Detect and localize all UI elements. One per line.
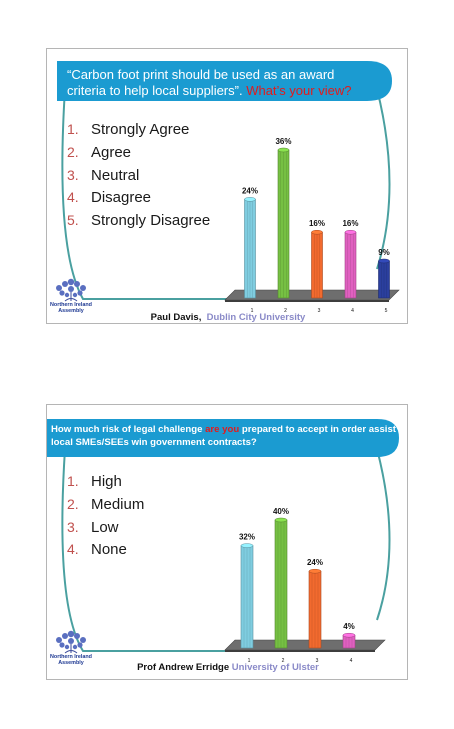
bar-cap [344,229,357,235]
option-label: Disagree [91,189,152,207]
tick-label-2: 2 [284,308,287,314]
logo-text-line2: Assembly [58,660,84,666]
option-1: 1. Strongly Agree [67,121,210,144]
data-label-3: 16% [309,219,325,228]
question-highlight: What’s your view? [246,83,352,98]
assembly-logo: Northern Ireland Assembly [49,630,93,666]
tick-label-3: 3 [318,308,321,314]
bar-3 [308,568,322,649]
question-banner [47,419,399,457]
bar-4 [342,632,356,649]
question-text: “Carbon foot print should be used as an … [67,67,367,99]
bar-cap [378,258,390,264]
answer-options: 1. High 2. Medium 3. Low 4. None [67,473,144,564]
data-label-4: 16% [342,219,358,228]
answer-options: 1. Strongly Agree 2. Agree 3. Neutral 4. Dis… [67,121,210,235]
option-1: 1. High [67,473,144,496]
option-label: None [91,541,127,559]
slide-2: How much risk of legal challenge are you… [46,404,408,680]
bar-cap [277,147,290,153]
question-highlight: are you [205,424,240,435]
option-number: 2. [67,143,79,160]
presenter-name: Prof Andrew Erridge [137,662,230,673]
option-number: 4. [67,541,79,558]
question-part2: prepared to accept in order assist local… [51,424,396,448]
option-number: 3. [67,166,79,183]
question-main: “Carbon foot print should be used as an … [67,67,335,98]
presenter-name: Paul Davis, [150,312,202,323]
teal-curve-right [376,448,391,621]
teal-curve-right [376,88,391,270]
option-4: 4. Disagree [67,189,210,212]
bar-cap [342,632,356,638]
bar-chart-2: 32% 1 40% 2 24% 3 4% 4 [224,507,386,664]
slide-1: “Carbon foot print should be used as an … [46,48,408,324]
option-number: 2. [67,495,79,512]
option-number: 5. [67,212,79,229]
bar-3 [311,229,323,299]
tick-label-4: 4 [351,308,354,314]
option-label: Strongly Disagree [91,212,211,230]
option-4: 4. None [67,541,144,564]
flax-flower-icon [56,630,86,654]
option-label: Low [91,518,119,536]
option-3: 3. Neutral [67,167,210,190]
presenter-credit: Prof Andrew Erridge University of Ulster [47,662,407,673]
tick-label-2: 2 [282,658,285,664]
option-5: 5. Strongly Disagree [67,212,210,235]
presenter-credit: Paul Davis, Dublin City University [47,312,407,323]
bar-5 [378,258,390,299]
data-label-3: 24% [307,558,323,567]
option-2: 2. Agree [67,144,210,167]
data-label-1: 32% [239,533,255,542]
data-label-5: 9% [378,248,390,257]
option-label: Medium [91,495,145,513]
bar-2 [277,147,290,299]
option-3: 3. Low [67,519,144,542]
logo-text-line1: Northern Ireland [50,654,92,660]
option-number: 1. [67,473,79,489]
option-label: Agree [91,143,132,161]
option-2: 2. Medium [67,496,144,519]
option-label: Neutral [91,166,140,184]
bar-cap [240,543,254,548]
option-label: High [91,473,122,490]
chart-floor-edge [225,300,389,302]
bar-1 [244,197,256,299]
tick-label-1: 1 [248,658,251,664]
presenter-affiliation: Dublin City University [206,312,306,323]
data-label-2: 36% [275,137,291,146]
logo-text-line1: Northern Ireland [50,302,92,308]
option-label: Strongly Agree [91,121,190,138]
question-text: How much risk of legal challenge are you… [51,424,396,449]
question-banner [57,61,392,101]
assembly-logo: Northern Ireland Assembly [49,278,93,314]
bar-cap [244,197,256,202]
tick-label-1: 1 [251,308,254,314]
bar-2 [274,517,288,649]
bar-1 [240,543,254,649]
option-number: 3. [67,518,79,535]
question-part1: How much risk of legal challenge [51,424,206,435]
flax-flower-icon [56,278,86,302]
tick-label-3: 3 [316,658,319,664]
tick-label-4: 4 [350,658,353,664]
bar-cap [308,568,322,574]
chart-floor-edge [225,650,375,652]
bar-cap [274,517,288,523]
bar-4 [344,229,357,299]
logo-text-line2: Assembly [58,308,84,314]
data-label-2: 40% [273,507,289,516]
presenter-affiliation: University of Ulster [231,662,319,673]
data-label-1: 24% [242,186,258,195]
data-label-4: 4% [343,622,355,631]
bar-chart-1: 24% 1 36% 2 16% 3 16% 4 9% 5 [224,137,400,314]
option-number: 1. [67,121,79,137]
bar-cap [311,229,323,235]
tick-label-5: 5 [385,308,388,314]
option-number: 4. [67,189,79,206]
